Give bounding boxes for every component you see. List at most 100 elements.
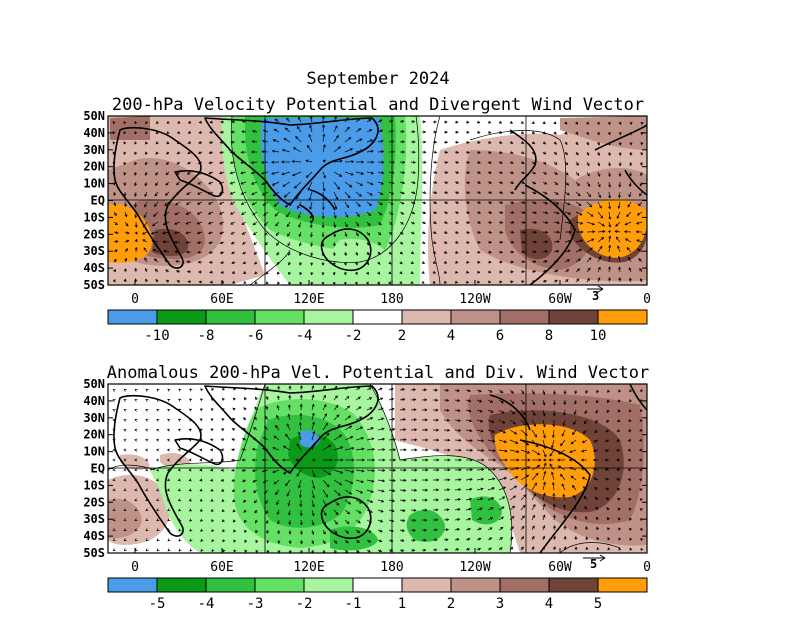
wind-vector-head xyxy=(509,120,514,124)
wind-vector xyxy=(333,221,336,228)
colorbar-swatch xyxy=(548,577,599,593)
wind-vector-head xyxy=(543,454,547,458)
wind-vector-head xyxy=(198,270,202,274)
wind-vector-head xyxy=(510,526,514,530)
wind-vector xyxy=(163,250,170,253)
wind-vector-head xyxy=(489,517,494,520)
wind-vector-head xyxy=(457,399,461,402)
wind-vector-head xyxy=(250,181,255,185)
wind-vector-head xyxy=(520,121,525,124)
wind-vector-head xyxy=(477,240,481,244)
wind-vector-head xyxy=(422,241,426,244)
wind-vector xyxy=(311,479,315,489)
wind-vector xyxy=(487,478,495,481)
wind-vector-head xyxy=(173,221,178,225)
wind-vector-head xyxy=(379,529,383,533)
wind-vector-head xyxy=(112,120,116,125)
wind-vector-head xyxy=(145,488,149,492)
wind-vector-head xyxy=(444,130,448,134)
wind-vector-head xyxy=(273,481,277,485)
wind-vector-head xyxy=(166,478,171,482)
wind-vector-head xyxy=(134,131,138,135)
wind-vector-head xyxy=(381,160,385,164)
wind-vector-head xyxy=(514,431,518,435)
wind-vector-head xyxy=(321,207,325,211)
wind-vector-head xyxy=(411,251,415,255)
wind-vector-head xyxy=(468,507,472,511)
wind-vector-head xyxy=(616,448,620,452)
wind-vector-head xyxy=(575,142,579,146)
wind-vector-head xyxy=(401,130,405,134)
wind-vector xyxy=(333,201,337,209)
wind-vector-head xyxy=(167,408,171,412)
wind-vector-head xyxy=(167,398,171,402)
wind-vector-head xyxy=(199,448,203,452)
wind-vector-head xyxy=(233,549,237,553)
wind-vector-head xyxy=(211,528,215,532)
wind-vector xyxy=(165,191,170,196)
wind-vector-head xyxy=(533,493,536,497)
wind-vector-head xyxy=(166,488,171,492)
wind-vector-head xyxy=(598,194,602,199)
wind-vector xyxy=(292,160,302,163)
wind-vector xyxy=(333,489,341,496)
wind-vector-head xyxy=(281,148,286,152)
wind-vector-head xyxy=(298,224,302,228)
wind-vector xyxy=(575,240,583,243)
wind-vector-head xyxy=(165,172,169,176)
wind-vector xyxy=(476,389,482,393)
wind-vector-head xyxy=(178,398,182,402)
wind-vector-head xyxy=(145,528,149,532)
wind-vector-head xyxy=(391,509,395,513)
wind-vector xyxy=(476,449,484,451)
wind-vector-head xyxy=(155,141,159,145)
wind-vector-head xyxy=(134,408,138,412)
wind-vector xyxy=(531,482,537,491)
wind-vector-head xyxy=(381,427,385,431)
wind-vector-head xyxy=(616,458,620,462)
wind-vector xyxy=(275,118,280,123)
wind-vector xyxy=(322,385,326,391)
wind-vector-head xyxy=(639,438,643,442)
wind-vector-head xyxy=(588,194,591,198)
wind-vector xyxy=(487,517,493,521)
wind-vector-head xyxy=(377,261,381,265)
wind-vector xyxy=(300,395,302,401)
wind-vector-head xyxy=(411,231,415,235)
wind-vector xyxy=(273,479,280,485)
wind-vector-head xyxy=(425,438,429,442)
wind-vector-head xyxy=(288,404,291,408)
wind-vector-head xyxy=(552,402,556,406)
wind-vector-head xyxy=(545,230,549,234)
wind-vector-head xyxy=(616,478,620,482)
wind-vector-head xyxy=(607,173,611,178)
wind-vector-head xyxy=(521,391,525,395)
wind-vector-head xyxy=(123,278,127,282)
wind-vector-head xyxy=(197,260,201,264)
wind-vector-head xyxy=(597,163,601,167)
wind-vector-head xyxy=(434,548,438,552)
wind-vector-head xyxy=(478,389,482,393)
wind-vector-head xyxy=(355,233,359,237)
wind-vector-head xyxy=(156,498,160,502)
wind-vector-head xyxy=(189,388,193,392)
wind-vector xyxy=(333,135,339,143)
wind-vector-head xyxy=(488,210,493,214)
wind-vector xyxy=(388,529,394,532)
wind-vector-head xyxy=(156,518,160,522)
wind-vector-head xyxy=(479,517,483,521)
wind-vector-head xyxy=(524,484,528,488)
wind-vector-head xyxy=(144,151,148,155)
wind-vector-head xyxy=(423,201,427,205)
wind-vector-head xyxy=(522,220,526,224)
wind-vector-head xyxy=(254,406,258,410)
wind-vector xyxy=(306,171,313,178)
wind-vector-head xyxy=(488,200,493,204)
wind-vector xyxy=(597,181,601,187)
wind-vector-head xyxy=(361,447,365,451)
wind-vector-head xyxy=(335,512,339,516)
wind-vector-head xyxy=(134,238,138,243)
wind-vector-head xyxy=(357,396,361,400)
wind-vector-head xyxy=(323,512,327,517)
wind-vector-head xyxy=(297,485,301,489)
